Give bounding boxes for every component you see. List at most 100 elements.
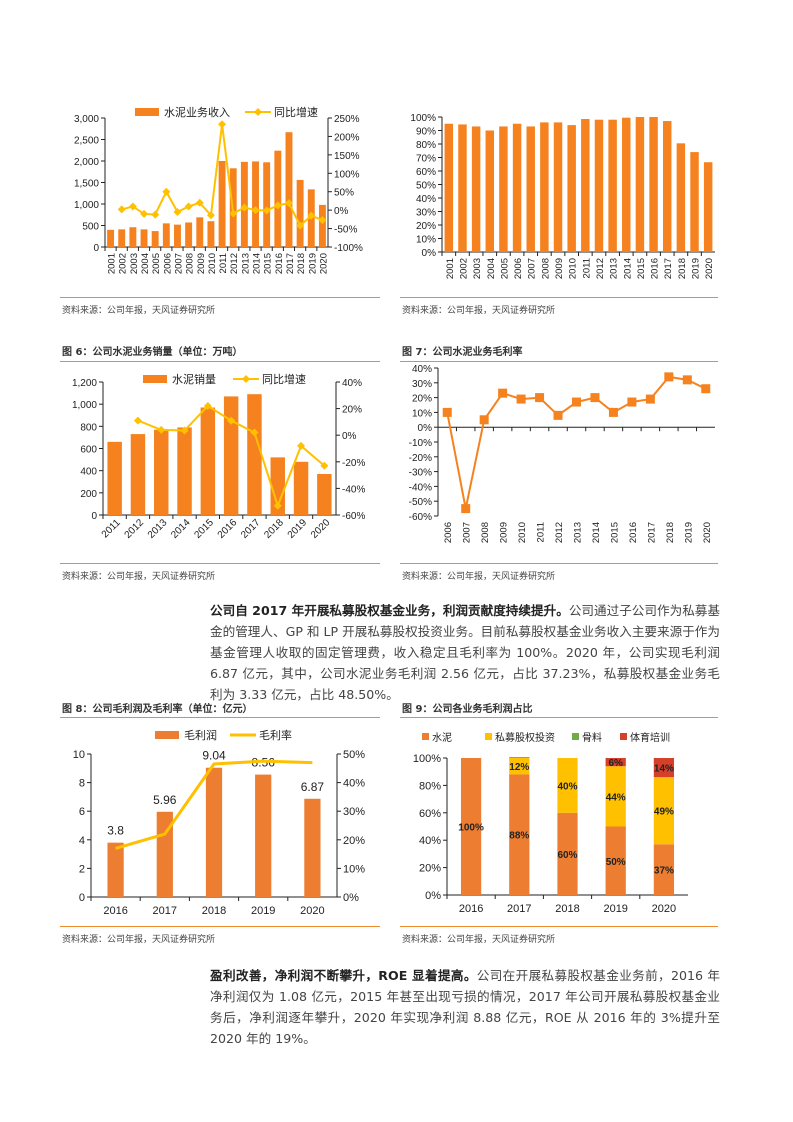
x-tick-label: 2007 xyxy=(527,258,538,279)
x-tick-label: 2017 xyxy=(153,905,177,917)
y-tick-label: 20% xyxy=(419,863,441,875)
y-tick-label: 1,500 xyxy=(74,179,99,190)
y2-tick-label: 0% xyxy=(342,431,357,442)
chart-cement-revenue-share: 0%10%20%30%40%50%60%70%80%90%100%2001 200… xyxy=(410,113,715,279)
bar xyxy=(185,222,193,247)
data-point xyxy=(608,407,618,417)
figure-title: 图 7：公司水泥业务毛利率 xyxy=(402,347,523,358)
bar xyxy=(107,441,122,515)
paragraph: 公司自 2017 年开展私募股权基金业务，利润贡献度持续提升。公司通过子公司作为… xyxy=(210,600,720,705)
bar xyxy=(304,798,321,897)
data-label: 14% xyxy=(654,764,674,775)
x-tick-label: 2018 xyxy=(665,522,676,543)
data-point xyxy=(627,397,637,407)
bar xyxy=(676,143,686,252)
y2-tick-label: 150% xyxy=(334,151,360,162)
legend-label: 同比增速 xyxy=(262,372,306,386)
figure-source: 资料来源：公司年报，天风证券研究所 xyxy=(62,935,216,945)
data-point xyxy=(284,199,293,208)
x-tick-label: 2002 xyxy=(458,258,469,279)
y-tick-label: 1,000 xyxy=(74,200,99,211)
x-tick-label: 2012 xyxy=(229,253,240,274)
legend-label: 同比增速 xyxy=(274,105,318,119)
bar xyxy=(703,162,713,252)
y-tick-label: 0 xyxy=(93,243,99,254)
x-tick-label: 2020 xyxy=(704,258,715,279)
data-label: 88% xyxy=(509,831,529,842)
y-tick-label: 60% xyxy=(416,167,436,178)
x-tick-label: 2015 xyxy=(192,517,216,541)
x-tick-label: 2018 xyxy=(296,253,307,274)
bar xyxy=(512,123,522,252)
bar xyxy=(296,179,304,247)
data-point xyxy=(273,201,282,210)
y-tick-label: 70% xyxy=(416,154,436,165)
data-label: 12% xyxy=(509,762,529,773)
legend-label: 毛利率 xyxy=(259,728,292,742)
y2-tick-label: 50% xyxy=(343,749,365,761)
figure-source: 资料来源：公司年报，天风证券研究所 xyxy=(402,306,556,316)
x-tick-label: 2018 xyxy=(677,258,688,279)
x-tick-label: 2014 xyxy=(252,253,263,274)
y-tick-label: 8 xyxy=(79,778,85,790)
x-tick-label: 2016 xyxy=(650,258,661,279)
y-tick-label: 100% xyxy=(410,113,436,124)
bar xyxy=(130,434,146,515)
data-label: 5.96 xyxy=(153,793,177,807)
x-tick-label: 2016 xyxy=(459,903,483,915)
bar xyxy=(540,122,549,253)
bar xyxy=(318,204,326,247)
bar xyxy=(151,231,159,247)
legend-label: 体育培训 xyxy=(630,731,670,744)
figure-source: 资料来源：公司年报，天风证券研究所 xyxy=(62,306,216,316)
divider xyxy=(60,297,380,298)
bar xyxy=(223,396,239,515)
data-point xyxy=(162,187,171,196)
x-tick-label: 2020 xyxy=(309,517,333,541)
data-point xyxy=(229,209,238,218)
bar xyxy=(690,152,699,252)
data-point xyxy=(157,425,166,434)
bar-segment xyxy=(605,826,626,895)
data-point xyxy=(701,384,711,394)
data-point xyxy=(461,504,471,514)
data-label: 40% xyxy=(557,781,577,792)
data-label: 60% xyxy=(557,850,577,861)
y-tick-label: 1,000 xyxy=(72,400,97,411)
data-label: 100% xyxy=(458,823,484,834)
x-tick-label: 2001 xyxy=(445,258,456,279)
data-point xyxy=(498,388,508,398)
bar xyxy=(154,429,169,515)
x-tick-label: 2020 xyxy=(652,903,676,915)
bar xyxy=(567,125,576,252)
x-tick-label: 2004 xyxy=(140,253,151,274)
x-tick-label: 2017 xyxy=(663,258,674,279)
x-tick-label: 2006 xyxy=(162,253,173,274)
x-tick-label: 2008 xyxy=(540,258,551,279)
x-tick-label: 2017 xyxy=(239,517,263,541)
figure-title: 图 6：公司水泥业务销量（单位：万吨） xyxy=(62,347,243,358)
bar-segment xyxy=(605,758,626,767)
y-tick-label: 0 xyxy=(79,892,85,904)
data-label: 50% xyxy=(606,857,626,868)
x-tick-label: 2018 xyxy=(555,903,579,915)
y2-tick-label: -60% xyxy=(342,511,365,522)
data-point xyxy=(572,397,581,407)
x-tick-label: 2011 xyxy=(100,517,123,540)
legend-swatch xyxy=(155,731,179,739)
y2-tick-label: 0% xyxy=(343,892,359,904)
divider xyxy=(400,361,718,362)
bar xyxy=(140,229,148,247)
bar xyxy=(458,124,467,252)
bar xyxy=(200,407,216,515)
x-tick-label: 2010 xyxy=(517,522,528,543)
x-tick-label: 2020 xyxy=(300,905,324,917)
data-point xyxy=(645,394,655,404)
bar xyxy=(252,161,259,247)
y-tick-label: 800 xyxy=(80,422,97,433)
bar xyxy=(118,229,126,247)
y-tick-label: -50% xyxy=(409,497,432,508)
chart-cement-gross-margin: -60% -50% -40% -30% -20% -10% 0% 10% 20% 30% 40% 20… xyxy=(409,364,715,543)
data-point xyxy=(320,461,329,470)
